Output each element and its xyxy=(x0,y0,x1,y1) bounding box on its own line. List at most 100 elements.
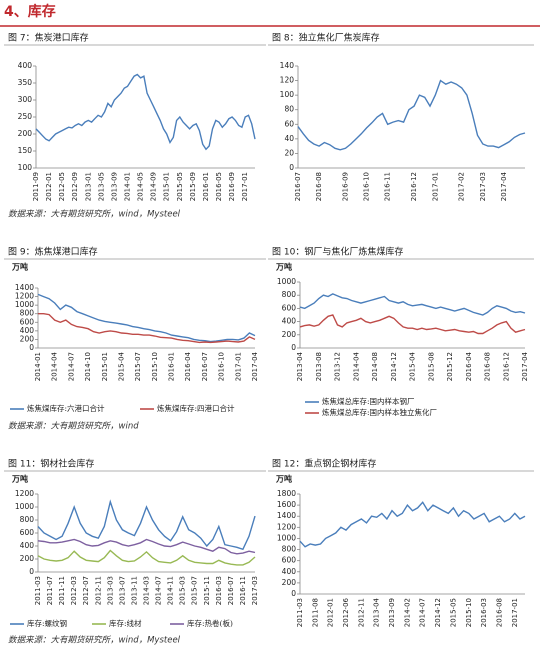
legend-label: 库存:热卷(板) xyxy=(187,618,233,628)
x-tick-label: 2014-07 xyxy=(419,598,427,627)
x-tick-label: 2013-05 xyxy=(97,172,105,201)
unit-label: 万吨 xyxy=(11,474,28,484)
y-tick-label: 1400 xyxy=(277,511,296,520)
y-tick-label: 1400 xyxy=(15,283,34,292)
x-tick-label: 2015-05 xyxy=(176,172,184,201)
legend-label: 炼焦煤总库存:国内样本独立焦化厂 xyxy=(322,407,438,417)
x-tick-label: 2014-12 xyxy=(390,352,398,381)
x-tick-label: 2014-12 xyxy=(434,598,442,627)
data-line xyxy=(297,79,526,151)
y-tick-label: 0 xyxy=(291,589,296,598)
section-title: 4、库存 xyxy=(4,3,56,20)
x-tick-label: 2011-03 xyxy=(296,598,304,627)
y-tick-label: 0 xyxy=(289,163,294,172)
x-tick-label: 2016-12 xyxy=(502,352,510,381)
x-tick-label: 2014-07 xyxy=(67,352,75,381)
x-tick-label: 2015-01 xyxy=(101,352,109,381)
figure-title: 图 7：焦炭港口库存 xyxy=(8,32,89,44)
x-tick-label: 2011-07 xyxy=(46,576,54,605)
y-tick-label: 800 xyxy=(20,515,35,524)
x-tick-label: 2017-04 xyxy=(521,351,529,381)
x-tick-label: 2016-07 xyxy=(227,576,235,605)
x-tick-label: 2016-10 xyxy=(218,352,226,381)
y-tick-label: 1000 xyxy=(277,533,296,542)
x-tick-label: 2014-02 xyxy=(403,598,411,627)
x-tick-label: 2016-07 xyxy=(294,172,302,201)
x-tick-label: 2013-04 xyxy=(373,597,381,627)
y-tick-label: 1000 xyxy=(15,502,34,511)
x-tick-label: 2015-12 xyxy=(446,352,454,381)
x-tick-label: 2016-12 xyxy=(410,172,418,201)
x-tick-label: 2017-03 xyxy=(479,172,487,201)
x-tick-label: 2016-08 xyxy=(495,598,503,627)
x-tick-label: 2016-10 xyxy=(363,172,371,201)
y-tick-label: 1600 xyxy=(277,500,296,509)
x-tick-label: 2016-05 xyxy=(215,172,223,201)
x-tick-label: 2017-02 xyxy=(458,172,466,201)
x-tick-label: 2012-11 xyxy=(94,576,102,605)
unit-label: 万吨 xyxy=(275,474,292,484)
x-tick-label: 2017-01 xyxy=(234,352,242,381)
x-tick-label: 2014-07 xyxy=(155,576,163,605)
data-line xyxy=(299,314,526,335)
y-tick-label: 800 xyxy=(282,290,297,299)
data-line xyxy=(299,501,526,548)
x-tick-label: 2012-01 xyxy=(327,598,335,627)
x-tick-label: 2016-04 xyxy=(465,351,473,381)
y-tick-label: 150 xyxy=(18,146,33,155)
y-tick-label: 1800 xyxy=(277,489,296,498)
x-tick-label: 2012-09 xyxy=(71,172,79,201)
figure-title: 图 9：炼焦煤港口库存 xyxy=(8,246,98,258)
x-tick-label: 2015-01 xyxy=(163,172,171,201)
data-line xyxy=(35,73,256,151)
legend-label: 炼焦煤总库存:国内样本钢厂 xyxy=(322,396,415,406)
x-tick-label: 2016-11 xyxy=(384,172,392,201)
y-tick-label: 250 xyxy=(18,112,33,121)
x-tick-label: 2017-01 xyxy=(241,172,249,201)
y-tick-label: 100 xyxy=(280,90,295,99)
x-tick-label: 2014-10 xyxy=(84,352,92,381)
x-tick-label: 2011-11 xyxy=(58,576,66,605)
unit-label: 万吨 xyxy=(275,262,292,272)
y-tick-label: 100 xyxy=(18,163,33,172)
x-tick-label: 2013-09 xyxy=(388,598,396,627)
source-note: 数据来源：大有期货研究所，wind，Mysteel xyxy=(8,209,181,220)
x-tick-label: 2013-03 xyxy=(106,576,114,605)
x-tick-label: 2015-11 xyxy=(203,576,211,605)
y-tick-label: 200 xyxy=(20,554,35,563)
x-tick-label: 2016-11 xyxy=(239,576,247,605)
y-tick-label: 40 xyxy=(284,134,294,143)
legend-label: 炼焦煤库存:六港口合计 xyxy=(27,403,105,413)
y-tick-label: 400 xyxy=(18,61,33,70)
x-tick-label: 2014-08 xyxy=(371,352,379,381)
y-tick-label: 600 xyxy=(20,317,35,326)
x-tick-label: 2015-04 xyxy=(117,351,125,381)
y-tick-label: 1200 xyxy=(15,489,34,498)
y-tick-label: 800 xyxy=(20,309,35,318)
figure-title: 图 10：钢厂与焦化厂炼焦煤库存 xyxy=(272,246,403,258)
y-tick-label: 200 xyxy=(20,334,35,343)
x-tick-label: 2014-01 xyxy=(124,172,132,201)
x-tick-label: 2013-04 xyxy=(296,351,304,381)
x-tick-label: 2013-09 xyxy=(110,172,118,201)
y-tick-label: 140 xyxy=(280,61,295,70)
x-tick-label: 2016-01 xyxy=(168,352,176,381)
x-tick-label: 2016-09 xyxy=(342,172,350,201)
y-tick-label: 0 xyxy=(29,343,34,352)
data-line xyxy=(299,293,526,316)
x-tick-label: 2017-04 xyxy=(251,351,259,381)
y-tick-label: 1000 xyxy=(277,277,296,286)
legend-label: 炼焦煤库存:四港口合计 xyxy=(157,403,235,413)
x-tick-label: 2015-03 xyxy=(179,576,187,605)
x-tick-label: 2012-03 xyxy=(70,576,78,605)
y-tick-label: 0 xyxy=(291,343,296,352)
x-tick-label: 2012-06 xyxy=(342,597,350,627)
x-tick-label: 2011-08 xyxy=(311,598,319,627)
x-tick-label: 2015-07 xyxy=(134,352,142,381)
y-tick-label: 600 xyxy=(282,303,297,312)
y-tick-label: 1200 xyxy=(277,522,296,531)
y-tick-label: 20 xyxy=(284,148,294,157)
x-tick-label: 2014-04 xyxy=(352,351,360,381)
x-tick-label: 2016-08 xyxy=(315,172,323,201)
